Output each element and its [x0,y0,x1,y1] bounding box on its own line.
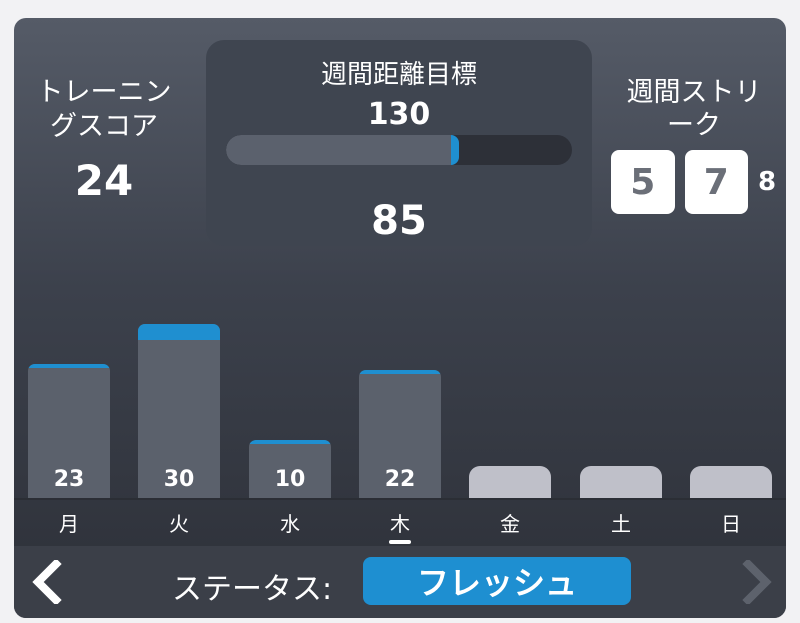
chart-day-label: 土 [611,512,631,536]
chart-data-label: 23 [53,467,85,492]
chart-bar: 10 [249,440,331,498]
streak-label: 週間ストリーク [626,77,762,141]
chart-bar-cap [359,370,441,374]
goal-current: 85 [371,198,427,244]
chart-bar: 22 [359,370,441,498]
goal-progress-fill [226,135,451,165]
chart-bar-empty [469,466,551,498]
weekly-distance-goal: 週間距離目標 130 85 [206,40,592,246]
chevron-right-icon[interactable] [736,560,776,604]
chart-bar-cap [28,364,110,368]
goal-title: 週間距離目標 [320,60,477,90]
chart-day-label: 火 [169,512,189,536]
daily-distance-chart: 23 月 30 火 10 水 22 木 金 土 日 [14,18,786,618]
today-indicator [389,540,411,544]
training-score-label: トレーニングスコア [36,77,172,142]
training-score-value: 24 [74,156,134,205]
status-badge: フレッシュ [363,557,631,605]
chart-data-label: 10 [274,467,306,492]
streak-digit: 7 [684,150,748,214]
status-bar: ステータス: フレッシュ [14,546,786,618]
chart-data-label: 30 [163,467,195,492]
chart-bar-cap [249,440,331,444]
chart-data-label: 22 [384,467,416,492]
chart-bar: 30 [138,324,220,498]
chart-bar-cap [138,324,220,340]
chart-day-label: 日 [721,512,741,536]
chevron-left-icon[interactable] [28,560,68,604]
chart-day-label: 木 [359,508,441,544]
goal-target: 130 [367,97,431,132]
chart-bar: 23 [28,364,110,498]
streak-digit: 5 [611,150,675,214]
goal-progress-bar [226,135,572,165]
training-score: トレーニングスコア 24 [34,76,174,205]
chart-day-label: 水 [280,512,300,536]
chart-day-label: 月 [59,512,79,536]
training-widget: トレーニングスコア 24 週間距離目標 130 85 週間ストリーク 5 7 8… [14,18,786,618]
streak-digits: 5 7 8 [611,150,777,214]
chart-baseline [14,498,786,500]
weekly-streak: 週間ストリーク 5 7 8 [611,76,777,214]
chart-day-label: 金 [500,512,520,536]
chart-bar-empty [580,466,662,498]
status-label: ステータス: [172,572,333,607]
goal-progress-marker [450,135,459,165]
streak-digit-ghost: 8 [758,167,777,197]
chart-bar-empty [690,466,772,498]
